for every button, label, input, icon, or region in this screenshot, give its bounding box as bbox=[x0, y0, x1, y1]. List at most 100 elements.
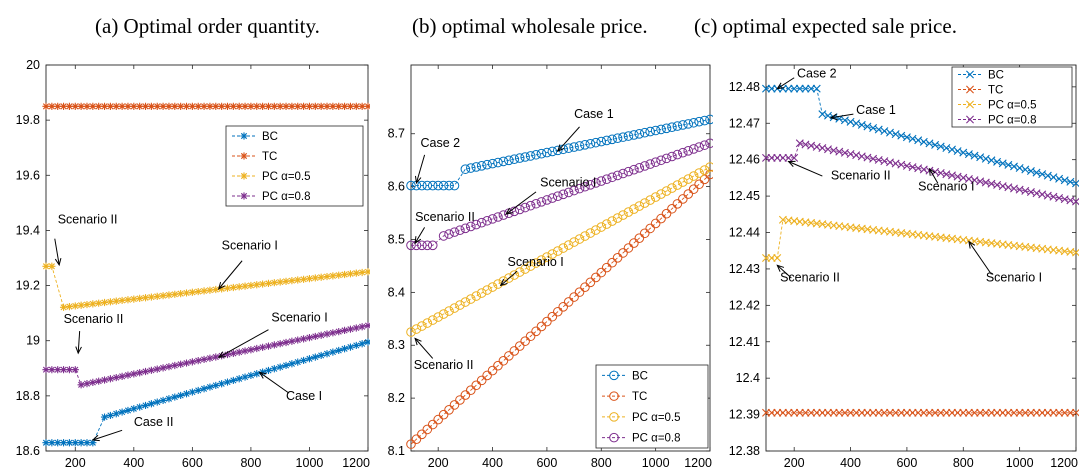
data-point bbox=[699, 140, 710, 150]
data-point bbox=[427, 419, 438, 430]
annotation-label: Scenario I bbox=[540, 176, 596, 190]
data-point bbox=[182, 359, 191, 367]
data-point bbox=[801, 408, 810, 417]
x-tick-label: 400 bbox=[840, 456, 861, 470]
y-tick-label: 12.42 bbox=[729, 298, 760, 312]
series-PC05 bbox=[406, 162, 713, 337]
data-point bbox=[165, 395, 173, 403]
data-point bbox=[552, 306, 563, 317]
data-point bbox=[767, 153, 776, 162]
data-point bbox=[147, 102, 155, 110]
data-point bbox=[762, 84, 770, 93]
data-point bbox=[364, 321, 370, 330]
data-point bbox=[124, 406, 132, 415]
legend-marker bbox=[240, 152, 248, 160]
annotation-label: Scenario II bbox=[780, 271, 840, 285]
data-point bbox=[661, 123, 672, 134]
data-point bbox=[824, 408, 832, 417]
data-point bbox=[869, 408, 878, 417]
legend-label: PC α=0.8 bbox=[988, 115, 1037, 127]
data-point bbox=[634, 233, 645, 243]
data-point bbox=[773, 408, 782, 417]
y-tick-label: 18.6 bbox=[16, 444, 40, 458]
data-point bbox=[795, 84, 804, 93]
data-point bbox=[558, 243, 569, 253]
data-point bbox=[422, 318, 433, 328]
data-point bbox=[54, 366, 62, 374]
data-point bbox=[618, 168, 628, 179]
data-point bbox=[767, 254, 776, 262]
legend-marker bbox=[609, 412, 619, 422]
data-point bbox=[547, 249, 558, 259]
data-point bbox=[229, 283, 237, 292]
legend-label: TC bbox=[632, 391, 647, 403]
data-point bbox=[323, 102, 331, 110]
data-point bbox=[639, 228, 650, 239]
data-point bbox=[329, 272, 337, 280]
annotation-arrow-line bbox=[415, 154, 426, 184]
data-point bbox=[574, 141, 585, 151]
legend-marker bbox=[609, 370, 619, 381]
data-point bbox=[471, 219, 482, 230]
data-point bbox=[672, 199, 683, 209]
data-point bbox=[54, 439, 62, 447]
annotation-arrow-line bbox=[414, 227, 426, 244]
legend-label: BC bbox=[632, 370, 648, 382]
data-point bbox=[542, 195, 552, 205]
data-point bbox=[1004, 160, 1013, 169]
data-point bbox=[1010, 162, 1018, 171]
data-point bbox=[476, 288, 487, 298]
data-point bbox=[340, 270, 349, 279]
data-point bbox=[165, 363, 173, 371]
annotation-label: Case II bbox=[134, 415, 174, 429]
annotation: Case 2 bbox=[776, 67, 837, 90]
data-point bbox=[177, 290, 185, 298]
data-point bbox=[634, 129, 645, 139]
annotation: Scenario I bbox=[505, 176, 596, 215]
data-point bbox=[656, 189, 666, 199]
arrow-head-icon bbox=[414, 236, 422, 245]
data-point bbox=[1066, 177, 1075, 186]
data-point bbox=[650, 157, 661, 167]
data-point bbox=[948, 145, 956, 154]
series-line-PC05 bbox=[410, 166, 711, 333]
data-point bbox=[433, 312, 443, 322]
data-point bbox=[417, 321, 427, 331]
data-point bbox=[869, 124, 878, 132]
arrow-head-icon bbox=[258, 371, 267, 379]
data-point bbox=[305, 334, 314, 342]
data-point bbox=[902, 408, 911, 417]
data-point bbox=[925, 139, 934, 148]
data-point bbox=[206, 102, 214, 110]
y-tick-label: 8.7 bbox=[388, 127, 405, 141]
data-point bbox=[987, 408, 996, 417]
data-point bbox=[449, 400, 460, 410]
data-point bbox=[694, 142, 704, 152]
data-point bbox=[612, 170, 623, 181]
data-point bbox=[601, 219, 612, 229]
series-BC bbox=[762, 84, 1079, 188]
annotation: Case I bbox=[258, 371, 322, 403]
data-point bbox=[247, 371, 255, 380]
data-point bbox=[942, 408, 951, 417]
legend-a: BC TC PC α=0.5 PC α=0.8 bbox=[225, 125, 364, 207]
annotation-label: Case I bbox=[286, 389, 322, 403]
data-point bbox=[346, 102, 355, 110]
data-point bbox=[264, 102, 273, 110]
data-point bbox=[206, 286, 214, 294]
data-point bbox=[585, 228, 596, 238]
data-point bbox=[417, 240, 427, 251]
arrow-head-icon bbox=[217, 351, 226, 358]
data-point bbox=[874, 408, 883, 417]
data-point bbox=[48, 262, 56, 270]
data-point bbox=[656, 155, 666, 166]
data-point bbox=[493, 360, 503, 371]
data-point bbox=[699, 115, 710, 126]
data-point bbox=[487, 214, 498, 224]
data-point bbox=[778, 408, 787, 417]
series-PC05 bbox=[762, 215, 1079, 262]
data-point bbox=[773, 153, 782, 162]
data-point bbox=[305, 102, 314, 110]
data-point bbox=[59, 303, 68, 311]
data-point bbox=[200, 385, 208, 393]
